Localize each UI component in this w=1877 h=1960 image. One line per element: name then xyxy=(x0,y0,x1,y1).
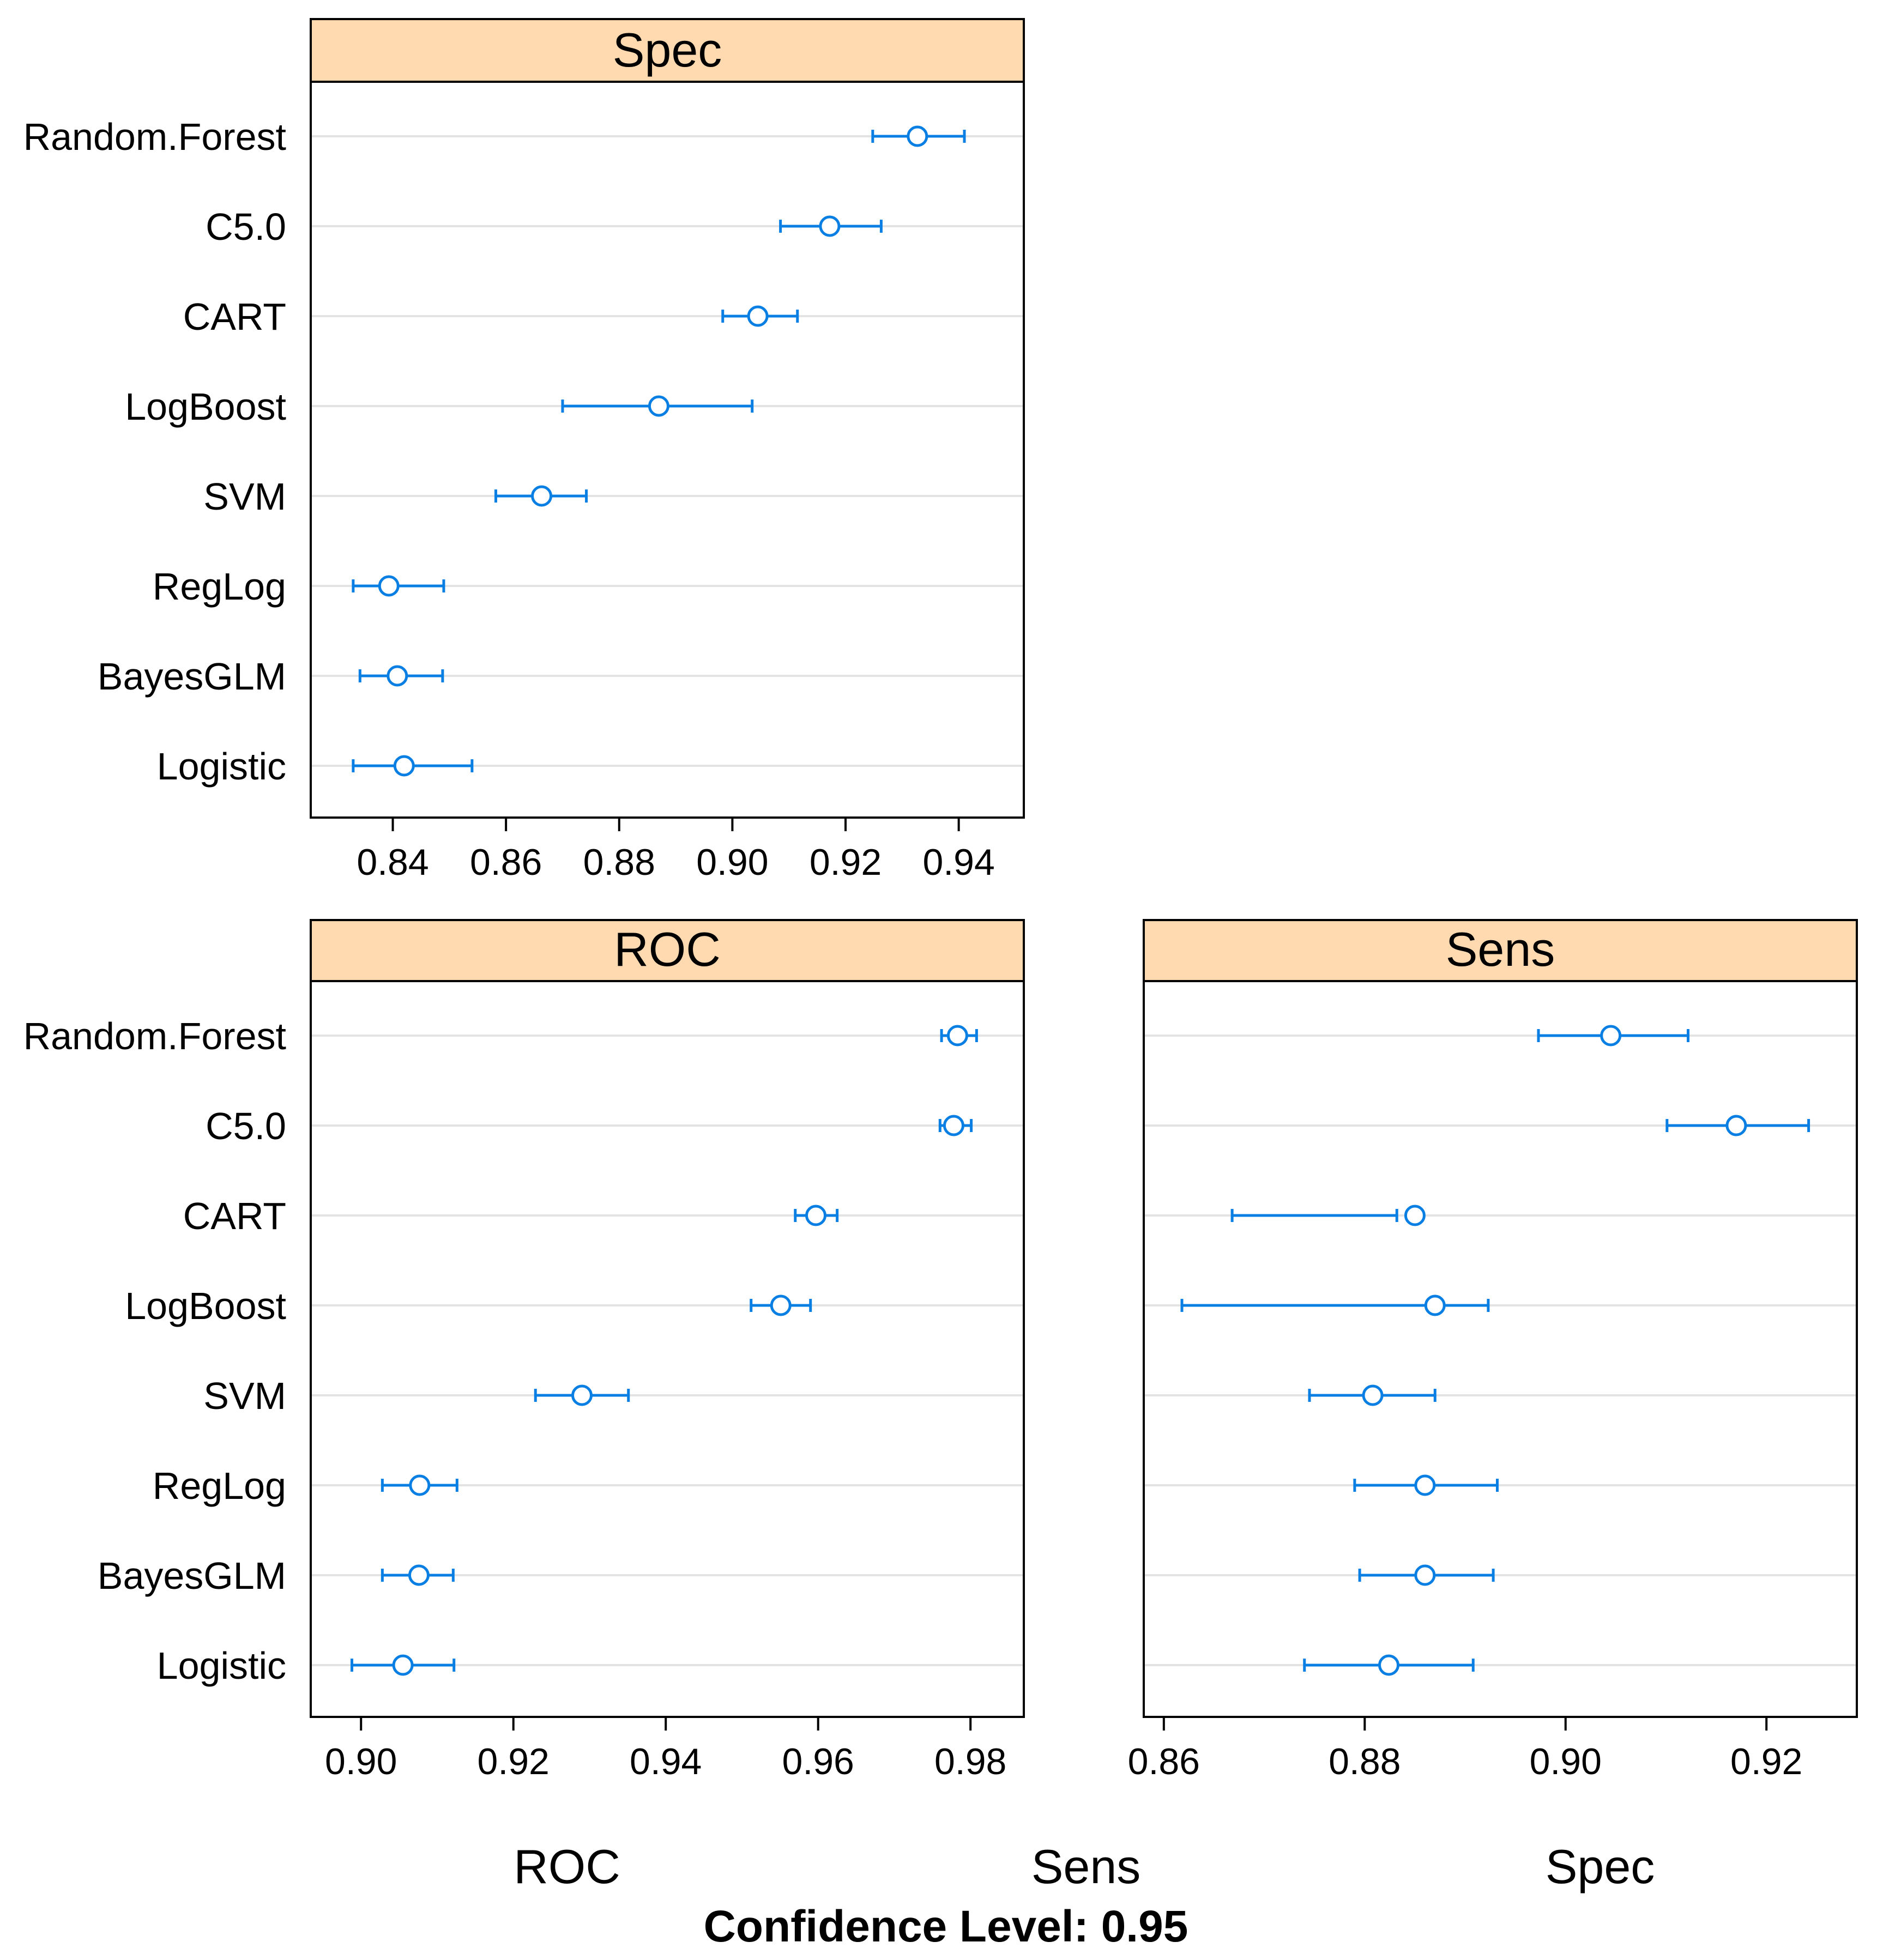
sens-point xyxy=(1600,1025,1622,1046)
roc-model-label: BayesGLM xyxy=(98,1554,286,1597)
roc-point xyxy=(571,1384,593,1406)
roc-point xyxy=(392,1654,414,1676)
bottom-label-sens: Sens xyxy=(1031,1840,1141,1894)
sens-tick-label: 0.92 xyxy=(1730,1741,1802,1782)
spec-model-label: RegLog xyxy=(153,565,286,608)
spec-point xyxy=(747,305,769,327)
roc-model-label: LogBoost xyxy=(125,1285,286,1327)
spec-model-label: CART xyxy=(183,295,286,338)
panel-spec: Spec Logistic BayesGLM RegLog SVM LogBoost CAR… xyxy=(23,18,1025,883)
spec-point xyxy=(819,215,841,237)
spec-tick-label: 0.86 xyxy=(470,842,542,883)
roc-tick-label: 0.90 xyxy=(325,1741,397,1782)
sens-point xyxy=(1378,1654,1400,1676)
roc-model-label: SVM xyxy=(203,1375,286,1417)
spec-point xyxy=(378,575,400,597)
roc-model-label: Logistic xyxy=(157,1644,286,1687)
sens-strip xyxy=(1143,919,1858,982)
spec-point xyxy=(648,395,669,417)
spec-point xyxy=(393,755,415,777)
bottom-label-roc: ROC xyxy=(514,1840,620,1894)
spec-tick-label: 0.92 xyxy=(810,842,882,883)
spec-model-label: SVM xyxy=(203,475,286,518)
sens-strip-title: Sens xyxy=(1446,922,1555,976)
spec-point xyxy=(907,125,928,147)
roc-point xyxy=(943,1115,964,1136)
roc-plot-frame xyxy=(310,980,1025,1718)
sens-plot-frame xyxy=(1143,980,1858,1718)
spec-tick-label: 0.88 xyxy=(583,842,655,883)
sens-point xyxy=(1362,1384,1384,1406)
spec-point xyxy=(531,485,553,507)
spec-model-label: Random.Forest xyxy=(23,116,286,158)
roc-strip-title: ROC xyxy=(614,922,721,976)
bottom-label-spec: Spec xyxy=(1546,1840,1655,1894)
roc-point xyxy=(409,1474,431,1496)
spec-strip xyxy=(310,18,1025,83)
spec-model-label: LogBoost xyxy=(125,385,286,428)
spec-model-label: Logistic xyxy=(157,745,286,788)
roc-tick-label: 0.94 xyxy=(630,1741,702,1782)
spec-model-label: C5.0 xyxy=(206,205,286,248)
sens-point xyxy=(1414,1564,1436,1586)
sens-point xyxy=(1404,1205,1426,1226)
spec-tick-label: 0.90 xyxy=(696,842,768,883)
sens-tick-label: 0.86 xyxy=(1128,1741,1200,1782)
spec-plot-frame xyxy=(310,81,1025,819)
roc-tick-label: 0.92 xyxy=(478,1741,550,1782)
roc-point xyxy=(770,1294,792,1316)
roc-point xyxy=(946,1025,968,1046)
spec-model-label: BayesGLM xyxy=(98,655,286,698)
sens-point xyxy=(1414,1474,1436,1496)
sens-point xyxy=(1725,1115,1747,1136)
roc-tick-label: 0.98 xyxy=(934,1741,1006,1782)
sens-tick-label: 0.90 xyxy=(1530,1741,1602,1782)
panel-roc: ROC Logistic BayesGLM RegLog SVM LogBoost CART… xyxy=(23,919,1025,1782)
roc-point xyxy=(805,1205,826,1226)
confidence-level-caption: Confidence Level: 0.95 xyxy=(704,1902,1188,1951)
spec-point xyxy=(387,665,408,687)
roc-model-label: CART xyxy=(183,1195,286,1237)
roc-tick-label: 0.96 xyxy=(782,1741,854,1782)
roc-strip xyxy=(310,919,1025,982)
roc-point xyxy=(408,1564,430,1586)
roc-model-label: Random.Forest xyxy=(23,1015,286,1057)
sens-point xyxy=(1424,1294,1446,1316)
spec-strip-title: Spec xyxy=(613,23,722,77)
roc-model-label: RegLog xyxy=(153,1465,286,1507)
spec-tick-label: 0.84 xyxy=(357,842,428,883)
spec-tick-label: 0.94 xyxy=(922,842,994,883)
sens-tick-label: 0.88 xyxy=(1329,1741,1401,1782)
panel-sens: Sens 0.86 0.88 0.90 0.92 xyxy=(1128,919,1858,1782)
roc-model-label: C5.0 xyxy=(206,1105,286,1147)
